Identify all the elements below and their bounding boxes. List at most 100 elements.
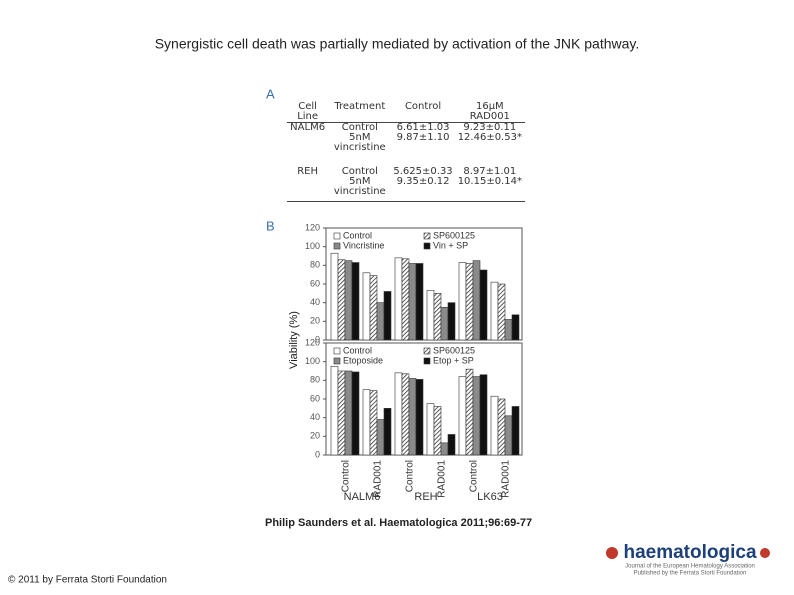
bar — [447, 434, 456, 456]
bar — [415, 379, 424, 456]
legend-label: SP600125 — [433, 345, 475, 355]
logo: haematologica — [623, 542, 756, 563]
table-header: 16μM RAD001 — [454, 102, 525, 123]
table-cell: 9.87±1.10 — [396, 132, 450, 143]
copyright: © 2011 by Ferrata Storti Foundation — [8, 575, 167, 586]
legend-label: Vincristine — [343, 240, 384, 250]
bar — [376, 419, 385, 456]
bar — [383, 408, 392, 456]
bar — [472, 260, 481, 341]
x-tick-label: Control — [341, 460, 352, 492]
y-tick-label: 80 — [310, 375, 320, 385]
bar — [415, 263, 424, 341]
legend-swatch — [333, 242, 341, 250]
table-cell: 9.35±0.12 — [391, 177, 455, 202]
bar — [472, 376, 481, 456]
x-tick-label: RAD001 — [373, 460, 384, 498]
bar — [337, 259, 346, 341]
bar — [351, 371, 360, 456]
panel-label: A — [266, 86, 275, 101]
bar — [369, 275, 378, 341]
bar — [376, 302, 385, 341]
logo-mark — [606, 547, 618, 559]
bar — [433, 293, 442, 341]
legend-label: Control — [343, 345, 372, 355]
bar — [401, 373, 410, 456]
group-label: NALM6 — [344, 491, 381, 503]
x-tick-label: Control — [405, 460, 416, 492]
bar — [344, 370, 353, 456]
bar — [330, 366, 339, 456]
x-tick-label: RAD001 — [437, 460, 448, 498]
y-tick-label: 20 — [310, 316, 320, 326]
bar — [504, 415, 513, 456]
table-cell: 10.15±0.14* — [454, 177, 525, 202]
y-tick-label: 120 — [305, 222, 320, 232]
bar — [408, 378, 417, 456]
y-tick-label: 40 — [310, 412, 320, 422]
y-axis-label: Viability (%) — [288, 311, 300, 369]
bar — [330, 252, 339, 341]
bar — [362, 272, 371, 341]
bar — [447, 302, 456, 341]
table-cell: REH — [297, 166, 319, 177]
table-cell: 5nM vincristine — [333, 132, 386, 153]
table-cell: NALM6 — [290, 122, 326, 133]
panel-label: B — [266, 218, 275, 233]
bar — [511, 406, 520, 456]
bar — [440, 307, 449, 341]
logo-mark — [760, 548, 770, 558]
y-tick-label: 40 — [310, 297, 320, 307]
bar — [479, 374, 488, 456]
bar — [426, 403, 435, 456]
group-label: LK63 — [477, 491, 503, 503]
bar — [433, 406, 442, 456]
legend-label: Etop + SP — [433, 355, 474, 365]
legend-swatch — [423, 357, 431, 365]
table-cell — [287, 133, 328, 153]
bar — [479, 269, 488, 341]
y-tick-label: 0 — [315, 449, 320, 459]
table-cell — [287, 177, 329, 202]
y-tick-label: 0 — [315, 334, 320, 344]
table-cell: Control — [341, 122, 378, 133]
table-cell: Control — [341, 166, 378, 177]
y-tick-label: 100 — [305, 356, 320, 366]
bar — [362, 389, 371, 456]
table-cell: 5.625±0.33 — [393, 166, 453, 177]
bar — [408, 263, 417, 341]
y-tick-label: 120 — [305, 337, 320, 347]
y-tick-label: 100 — [305, 241, 320, 251]
bar — [383, 291, 392, 341]
legend-swatch — [423, 347, 431, 355]
y-tick-label: 80 — [310, 260, 320, 270]
legend-swatch — [423, 242, 431, 250]
bar — [465, 263, 474, 341]
bar — [458, 262, 467, 341]
legend-label: Etoposide — [343, 355, 383, 365]
logo-tagline: Journal of the European Hematology Assoc… — [625, 564, 755, 570]
citation: Philip Saunders et al. Haematologica 201… — [265, 517, 532, 529]
bar — [511, 314, 520, 341]
legend-label: SP600125 — [433, 230, 475, 240]
table-header: Cell Line — [287, 102, 329, 123]
y-tick-label: 60 — [310, 393, 320, 403]
bar — [394, 372, 403, 456]
table-cell: 12.46±0.53* — [457, 132, 522, 143]
slide-title: Synergistic cell death was partially med… — [155, 36, 640, 52]
bar — [394, 257, 403, 341]
bar — [465, 368, 474, 456]
bar — [458, 376, 467, 456]
bar — [351, 262, 360, 341]
bar — [440, 442, 449, 456]
table-cell: 9.23±0.11 — [463, 122, 517, 133]
bar — [497, 283, 506, 341]
group-label: REH — [414, 491, 437, 503]
bar — [401, 258, 410, 341]
legend-swatch — [333, 232, 341, 240]
bar — [490, 395, 499, 456]
bar — [497, 398, 506, 456]
x-tick-label: RAD001 — [501, 460, 512, 498]
